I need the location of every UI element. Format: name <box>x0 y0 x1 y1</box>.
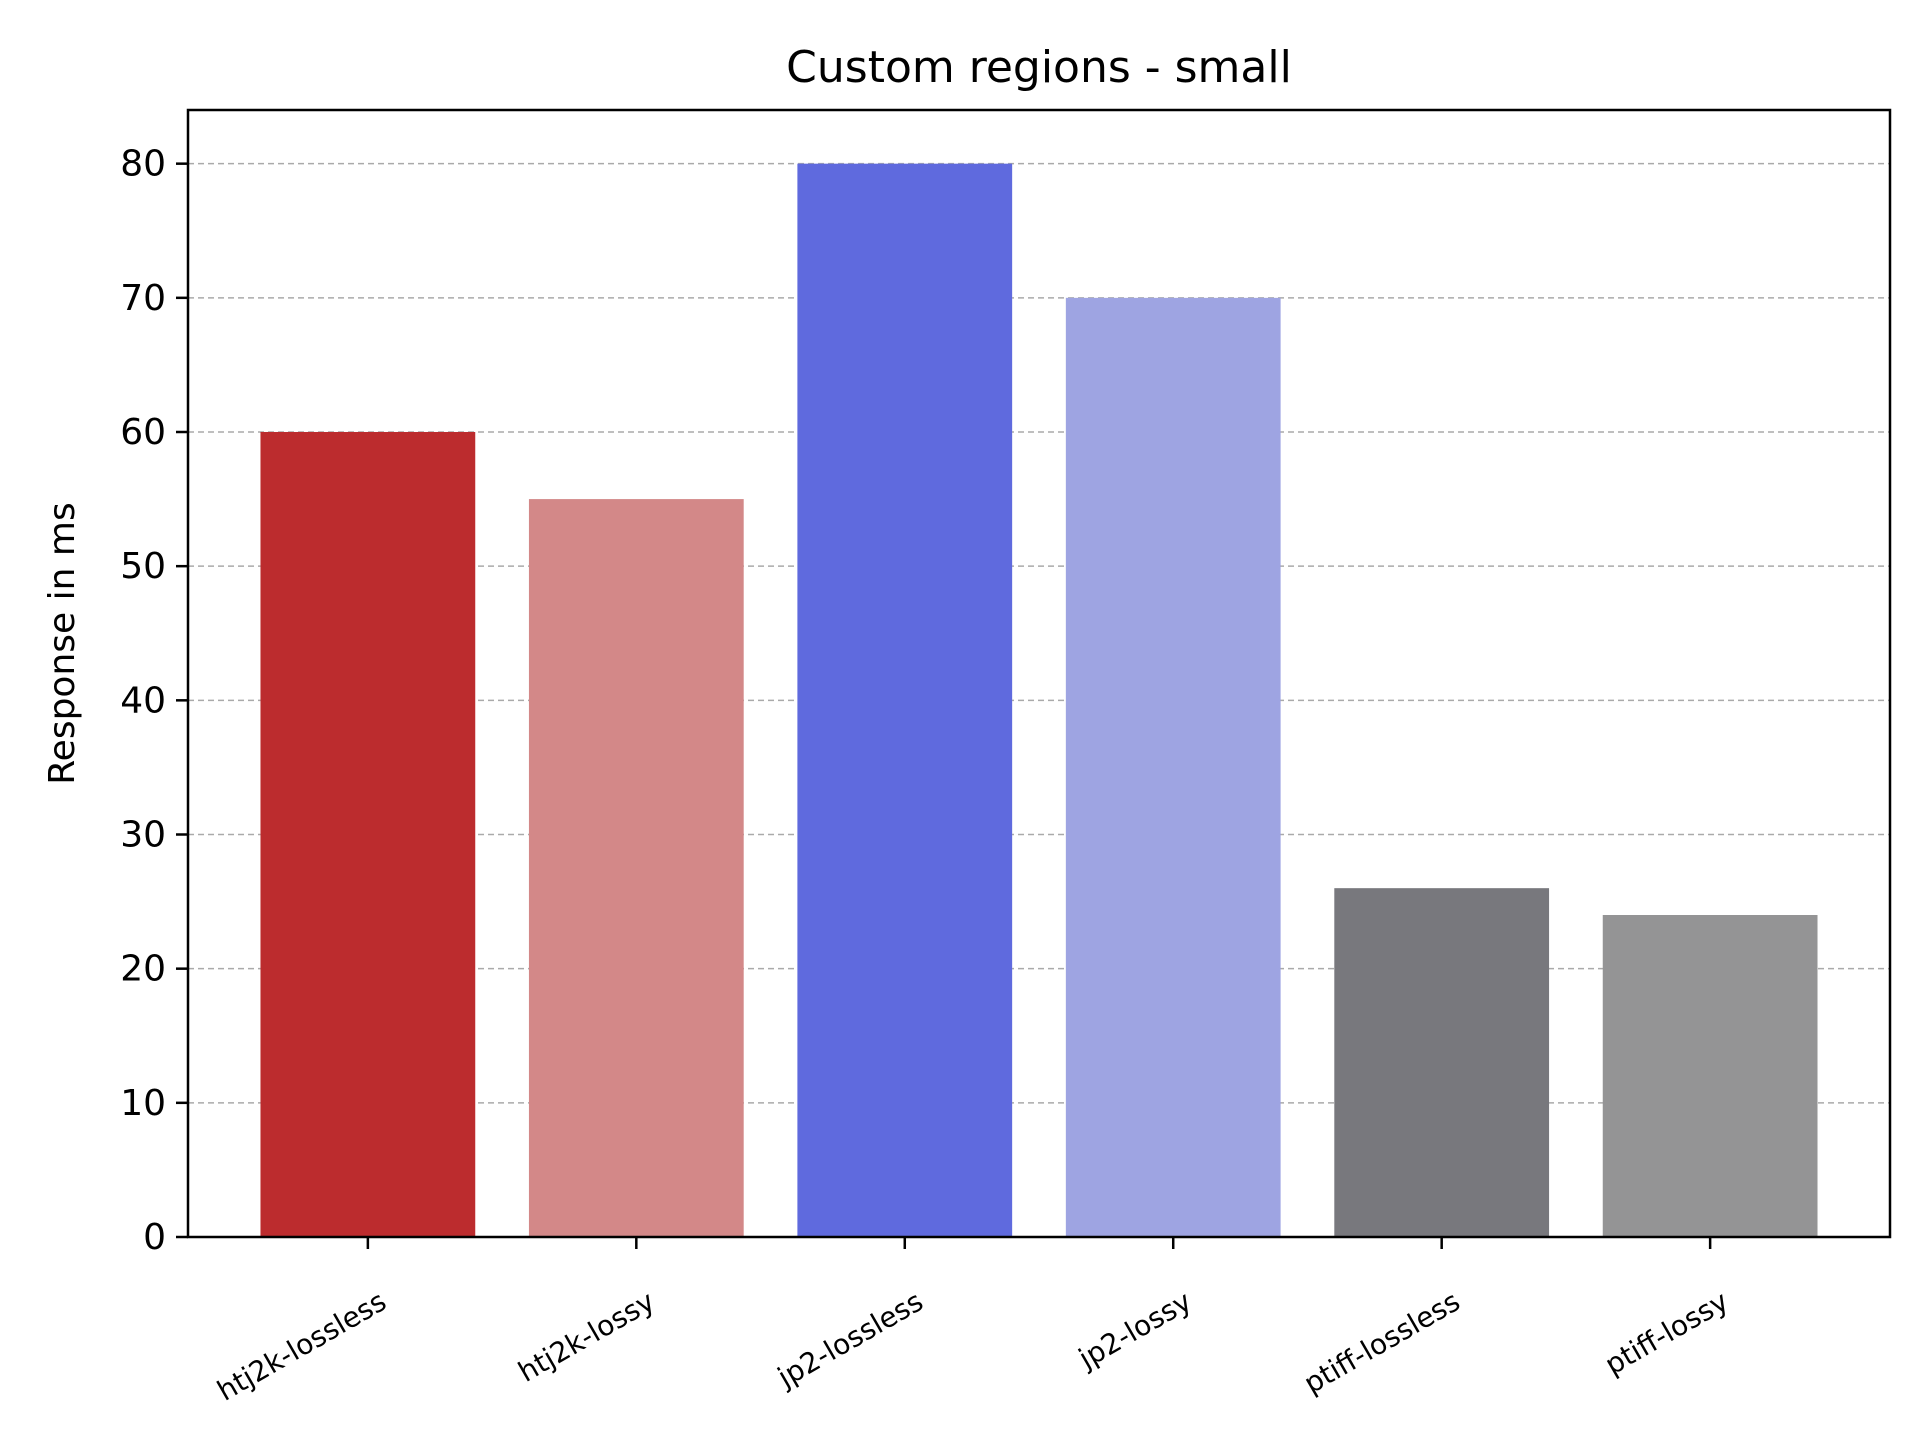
y-tick-label: 80 <box>120 144 166 185</box>
bar-htj2k-lossy <box>528 499 744 1237</box>
y-tick-label: 20 <box>120 949 166 990</box>
bar-ptiff-lossy <box>1602 915 1818 1237</box>
y-axis-label: Response in ms <box>42 502 83 784</box>
x-tick-label: htj2k-lossy <box>513 1284 661 1388</box>
y-tick-label: 70 <box>120 278 166 319</box>
x-axis-ticks: htj2k-lossless htj2k-lossy jp2-lossless jp2… <box>212 1237 1734 1408</box>
y-axis-ticks: 0 10 20 30 40 50 60 70 80 <box>120 144 188 1258</box>
y-tick-label: 50 <box>120 546 166 587</box>
y-tick-label: 30 <box>120 815 166 856</box>
x-tick-label: jp2-lossless <box>771 1284 928 1394</box>
x-tick-label: htj2k-lossless <box>212 1284 392 1407</box>
bars <box>260 163 1818 1238</box>
y-tick-label: 0 <box>143 1217 166 1258</box>
chart-title: Custom regions - small <box>786 42 1292 93</box>
y-tick-label: 60 <box>120 412 166 453</box>
y-tick-label: 10 <box>120 1083 166 1124</box>
x-tick-label: jp2-lossy <box>1072 1284 1197 1375</box>
bar-jp2-lossless <box>797 163 1013 1238</box>
bar-ptiff-lossless <box>1334 888 1550 1237</box>
plot-frame <box>186 108 1892 1239</box>
x-tick-label: ptiff-lossy <box>1599 1284 1734 1381</box>
bar-htj2k-lossless <box>260 432 476 1237</box>
y-tick-label: 40 <box>120 680 166 721</box>
bar-jp2-lossy <box>1065 297 1281 1237</box>
x-tick-label: ptiff-lossless <box>1298 1284 1465 1400</box>
